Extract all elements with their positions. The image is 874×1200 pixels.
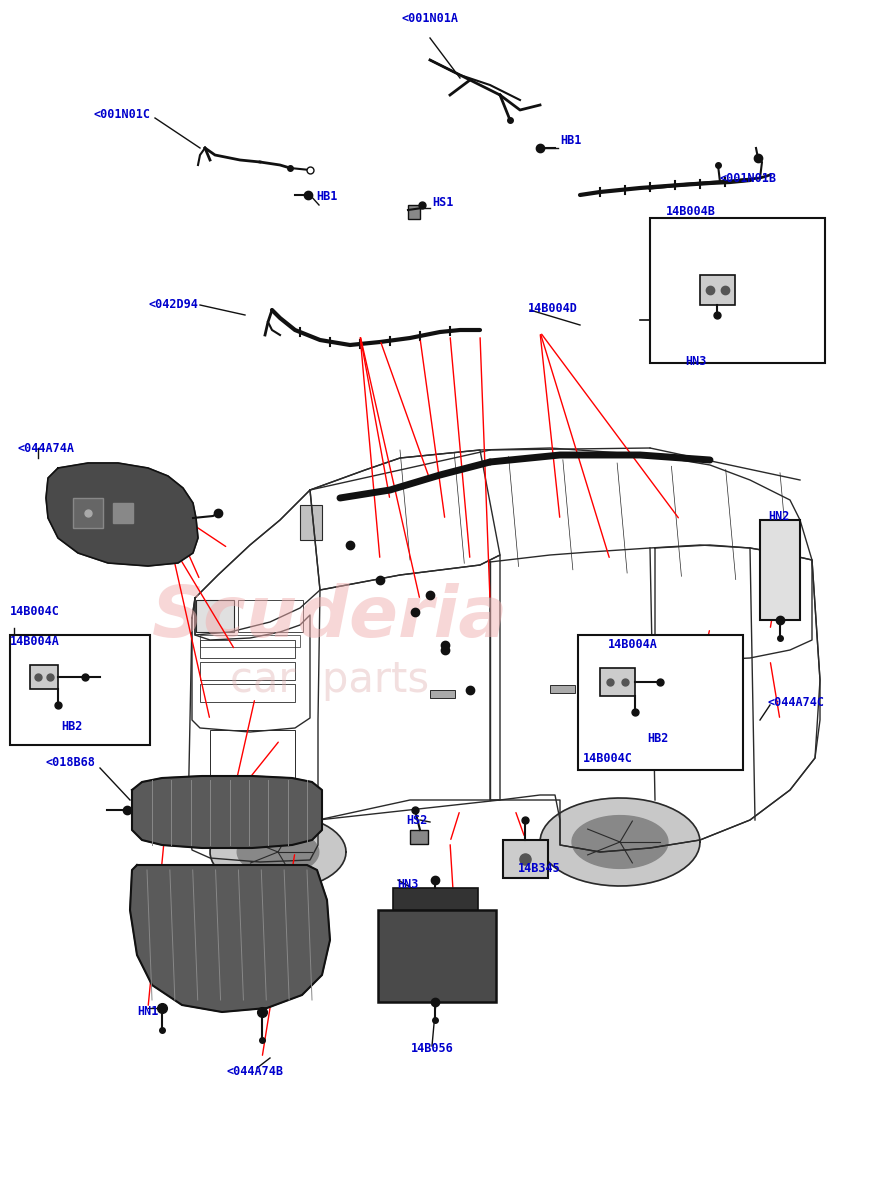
Text: <018B68: <018B68 xyxy=(45,756,95,768)
Text: HN3: HN3 xyxy=(397,878,419,890)
Text: HB1: HB1 xyxy=(316,190,337,203)
Polygon shape xyxy=(130,865,330,1012)
Polygon shape xyxy=(237,829,319,875)
Bar xyxy=(408,205,420,218)
Bar xyxy=(650,218,825,362)
Bar xyxy=(200,635,300,647)
Text: <044A74A: <044A74A xyxy=(18,442,75,455)
Text: HN2: HN2 xyxy=(768,510,789,522)
Bar xyxy=(200,640,295,658)
Text: HS2: HS2 xyxy=(406,814,428,827)
Bar xyxy=(700,275,735,305)
Bar xyxy=(503,840,548,878)
Bar xyxy=(10,635,150,745)
Bar xyxy=(410,830,428,844)
Polygon shape xyxy=(210,815,346,889)
Bar xyxy=(200,684,295,702)
Text: <042D94: <042D94 xyxy=(148,298,198,311)
Text: 14B056: 14B056 xyxy=(411,1042,454,1055)
Bar xyxy=(200,662,295,680)
Bar xyxy=(578,635,743,770)
Text: 14B004A: 14B004A xyxy=(10,635,60,648)
Text: <001N01C: <001N01C xyxy=(93,108,150,121)
Bar xyxy=(113,503,133,523)
Bar xyxy=(393,888,478,910)
Polygon shape xyxy=(540,798,700,886)
Bar xyxy=(300,505,322,540)
Text: 14B345: 14B345 xyxy=(518,862,561,875)
Bar xyxy=(196,600,234,632)
Polygon shape xyxy=(572,816,668,869)
Text: HN1: HN1 xyxy=(137,1006,159,1018)
Text: 14B004D: 14B004D xyxy=(528,301,578,314)
Text: HN3: HN3 xyxy=(685,355,707,368)
Text: 14B004C: 14B004C xyxy=(583,752,633,766)
Text: <044A74C: <044A74C xyxy=(768,696,825,708)
Text: <001N01B: <001N01B xyxy=(720,172,777,185)
Text: 14B004B: 14B004B xyxy=(666,205,716,218)
Bar xyxy=(430,690,455,698)
Text: HB2: HB2 xyxy=(648,732,669,745)
Text: <001N01A: <001N01A xyxy=(401,12,459,25)
Bar xyxy=(30,665,58,689)
Bar xyxy=(73,498,103,528)
Polygon shape xyxy=(46,463,198,566)
Bar xyxy=(378,910,496,1002)
Polygon shape xyxy=(132,776,322,848)
Text: car  parts: car parts xyxy=(231,659,429,701)
Text: <044A74B: <044A74B xyxy=(226,1066,283,1078)
Text: 14B004C: 14B004C xyxy=(10,605,60,618)
Bar xyxy=(550,685,575,692)
Bar xyxy=(600,668,635,696)
Text: HS1: HS1 xyxy=(432,196,454,209)
Bar xyxy=(238,600,303,632)
Text: 14B004A: 14B004A xyxy=(608,638,658,650)
Text: HB2: HB2 xyxy=(61,720,83,733)
Text: Scuderia: Scuderia xyxy=(152,583,508,653)
Bar xyxy=(210,730,295,800)
Bar xyxy=(760,520,800,620)
Text: HB1: HB1 xyxy=(560,133,581,146)
